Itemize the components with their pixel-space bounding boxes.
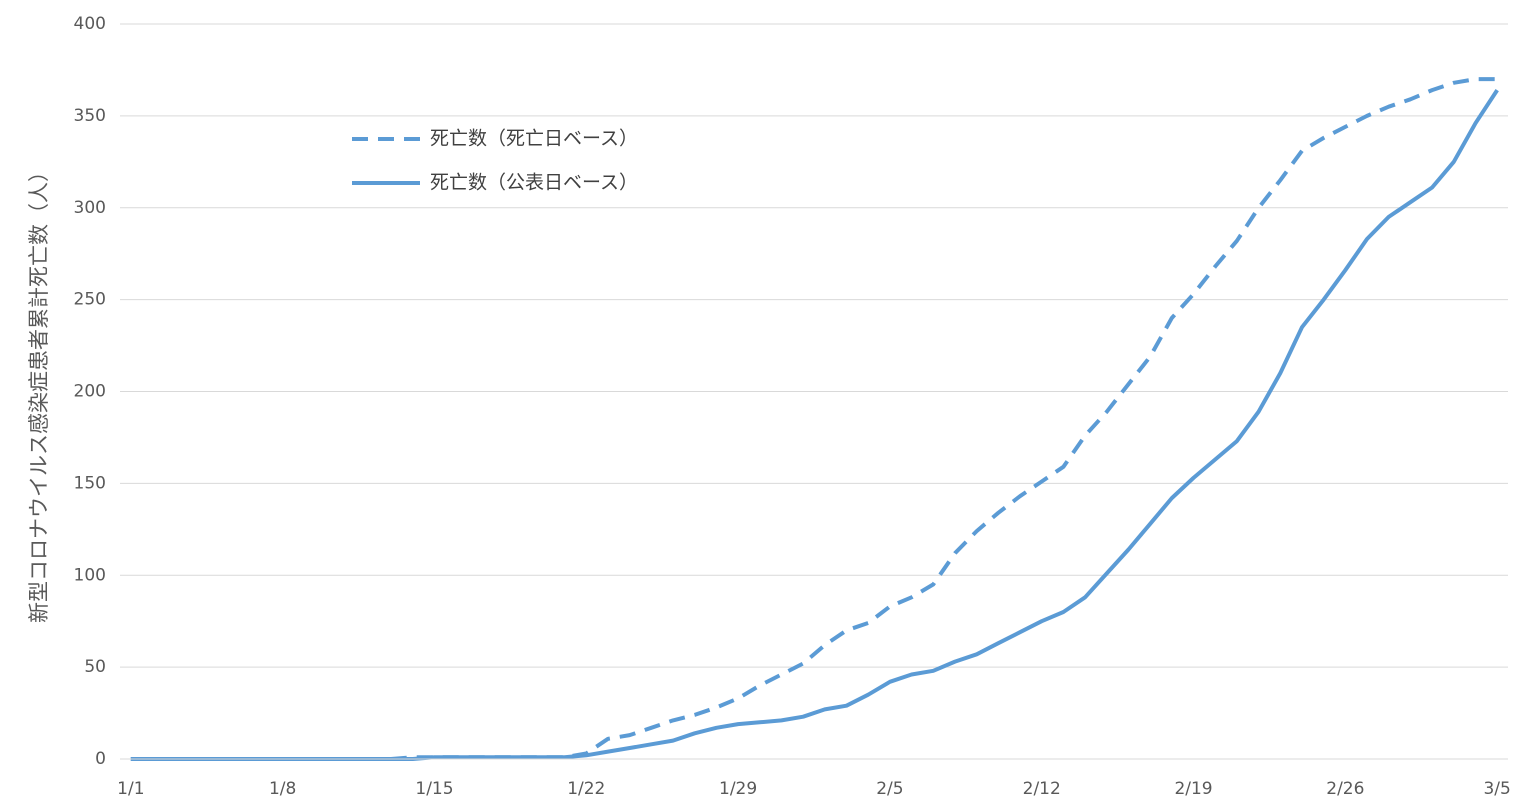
x-tick-label: 2/26 (1326, 779, 1364, 799)
x-tick-label: 2/12 (1023, 779, 1061, 799)
y-tick-label: 150 (74, 473, 106, 493)
y-tick-label: 400 (74, 14, 106, 34)
legend-text: 死亡数（死亡日ベース） (430, 128, 638, 150)
y-tick-label: 300 (74, 198, 106, 218)
x-tick-label: 1/1 (117, 779, 144, 799)
x-tick-label: 1/29 (719, 779, 757, 799)
legend-text: 死亡数（公表日ベース） (430, 172, 638, 194)
series-line (130, 89, 1499, 761)
x-tick-label: 3/5 (1483, 779, 1510, 799)
series-line (130, 77, 1498, 761)
x-tick-label: 1/8 (269, 779, 296, 799)
x-tick-label: 2/5 (876, 779, 903, 799)
x-tick-label: 1/15 (415, 779, 453, 799)
y-tick-label: 0 (95, 749, 106, 769)
y-tick-label: 50 (84, 657, 106, 677)
y-tick-label: 100 (74, 565, 106, 585)
y-tick-label: 200 (74, 382, 106, 402)
y-tick-label: 350 (74, 106, 106, 126)
x-tick-label: 2/19 (1174, 779, 1212, 799)
x-tick-label: 1/22 (567, 779, 605, 799)
y-tick-label: 250 (74, 290, 106, 310)
y-axis-title: 新型コロナウイルス感染症患者累計死亡数（人） (27, 161, 51, 623)
